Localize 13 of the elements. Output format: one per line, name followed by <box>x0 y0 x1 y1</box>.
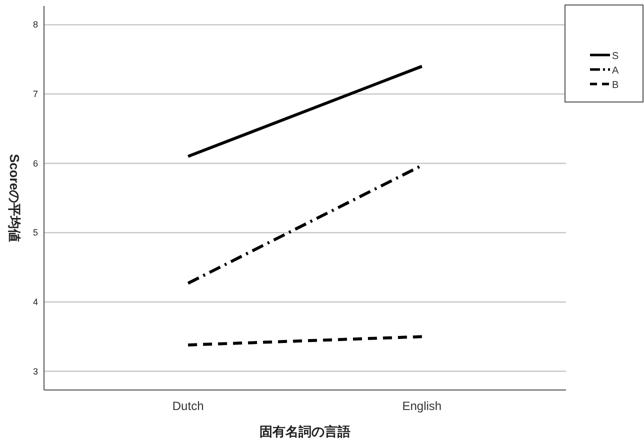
y-tick-label: 4 <box>32 296 38 307</box>
y-tick-label: 3 <box>32 366 38 376</box>
legend-label: S <box>612 51 619 62</box>
y-tick-label: 8 <box>32 20 38 30</box>
y-tick-label: 6 <box>32 158 38 168</box>
legend-label: B <box>612 80 619 91</box>
y-axis-title: Scoreの平均値 <box>7 154 22 242</box>
legend-label: A <box>612 66 619 76</box>
y-tick-label: 5 <box>32 228 38 238</box>
x-tick-label: Dutch <box>172 399 204 413</box>
y-tick-label: 7 <box>32 89 38 100</box>
x-axis-title: 固有名詞の言語 <box>260 424 350 439</box>
x-tick-label: English <box>402 399 442 413</box>
